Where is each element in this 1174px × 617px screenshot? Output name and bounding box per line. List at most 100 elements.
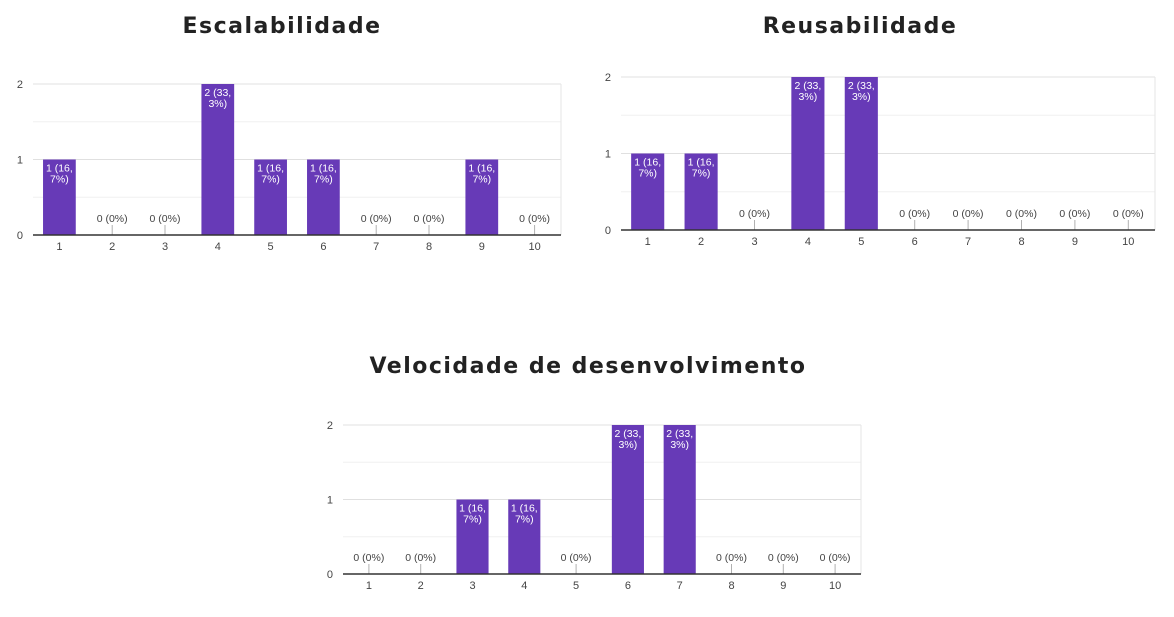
y-tick-label: 2 <box>17 79 23 91</box>
x-tick-label: 2 <box>698 236 704 248</box>
y-tick-label: 1 <box>327 495 333 507</box>
data-label: 0 (0%) <box>1006 208 1037 220</box>
y-tick-label: 0 <box>605 225 611 237</box>
data-label: 0 (0%) <box>953 208 984 220</box>
bar <box>254 159 287 235</box>
x-tick-label: 4 <box>521 580 527 592</box>
x-tick-label: 1 <box>366 580 372 592</box>
x-tick-label: 1 <box>645 236 651 248</box>
data-label: 2 (33, <box>204 87 231 99</box>
bar <box>508 499 541 574</box>
y-tick-label: 2 <box>327 420 333 432</box>
data-label: 0 (0%) <box>353 552 384 564</box>
chart-title: Reusabilidade <box>762 14 958 39</box>
data-label: 3%) <box>670 439 689 451</box>
data-label: 3%) <box>619 439 638 451</box>
data-label: 7%) <box>50 174 69 186</box>
data-label: 0 (0%) <box>820 552 851 564</box>
data-label: 1 (16, <box>310 163 337 175</box>
data-label: 1 (16, <box>634 157 661 169</box>
x-tick-label: 7 <box>677 580 683 592</box>
x-tick-label: 4 <box>215 241 221 253</box>
x-tick-label: 10 <box>829 580 841 592</box>
x-tick-label: 5 <box>858 236 864 248</box>
data-label: 7%) <box>515 514 534 526</box>
data-label: 0 (0%) <box>1113 208 1144 220</box>
x-tick-label: 6 <box>912 236 918 248</box>
data-label: 7%) <box>692 168 711 180</box>
data-label: 7%) <box>314 174 333 186</box>
x-tick-label: 3 <box>751 236 757 248</box>
data-label: 2 (33, <box>666 428 693 440</box>
y-tick-label: 0 <box>327 569 333 581</box>
x-tick-label: 8 <box>728 580 734 592</box>
data-label: 0 (0%) <box>405 552 436 564</box>
bar <box>684 153 718 230</box>
bar <box>307 159 340 235</box>
data-label: 7%) <box>463 514 482 526</box>
data-label: 1 (16, <box>511 503 538 515</box>
bar <box>631 153 665 230</box>
bar <box>663 425 696 574</box>
x-tick-label: 1 <box>56 241 62 253</box>
x-tick-label: 5 <box>573 580 579 592</box>
data-label: 0 (0%) <box>739 208 770 220</box>
x-tick-label: 6 <box>320 241 326 253</box>
data-label: 7%) <box>638 168 657 180</box>
data-label: 3%) <box>799 91 818 103</box>
data-label: 0 (0%) <box>899 208 930 220</box>
bar <box>43 159 76 235</box>
data-label: 1 (16, <box>257 163 284 175</box>
data-label: 0 (0%) <box>97 213 128 225</box>
x-tick-label: 9 <box>479 241 485 253</box>
data-label: 2 (33, <box>848 80 875 92</box>
x-tick-label: 2 <box>109 241 115 253</box>
y-tick-label: 2 <box>605 72 611 84</box>
bar <box>611 425 644 574</box>
x-tick-label: 9 <box>780 580 786 592</box>
x-tick-label: 10 <box>1122 236 1134 248</box>
data-label: 0 (0%) <box>716 552 747 564</box>
x-tick-label: 6 <box>625 580 631 592</box>
bar <box>465 159 499 235</box>
data-label: 3%) <box>208 98 227 110</box>
bar <box>844 77 878 230</box>
data-label: 7%) <box>472 174 491 186</box>
chart-title: Escalabilidade <box>182 14 382 39</box>
x-tick-label: 3 <box>469 580 475 592</box>
y-tick-label: 1 <box>17 155 23 167</box>
data-label: 0 (0%) <box>561 552 592 564</box>
data-label: 0 (0%) <box>361 213 392 225</box>
data-label: 1 (16, <box>468 163 495 175</box>
data-label: 0 (0%) <box>150 213 181 225</box>
data-label: 0 (0%) <box>768 552 799 564</box>
data-label: 1 (16, <box>688 157 715 169</box>
data-label: 0 (0%) <box>519 213 550 225</box>
data-label: 7%) <box>261 174 280 186</box>
data-label: 0 (0%) <box>1059 208 1090 220</box>
bar <box>791 77 825 230</box>
data-label: 3%) <box>852 91 871 103</box>
x-tick-label: 9 <box>1072 236 1078 248</box>
data-label: 0 (0%) <box>414 213 445 225</box>
x-tick-label: 7 <box>373 241 379 253</box>
data-label: 2 (33, <box>614 428 641 440</box>
x-tick-label: 4 <box>805 236 811 248</box>
data-label: 1 (16, <box>46 163 73 175</box>
chart-title: Velocidade de desenvolvimento <box>369 354 807 379</box>
bar <box>201 84 235 235</box>
x-tick-label: 5 <box>268 241 274 253</box>
y-tick-label: 0 <box>17 230 23 242</box>
data-label: 2 (33, <box>794 80 821 92</box>
y-tick-label: 1 <box>605 149 611 161</box>
x-tick-label: 7 <box>965 236 971 248</box>
data-label: 1 (16, <box>459 503 486 515</box>
x-tick-label: 10 <box>528 241 540 253</box>
x-tick-label: 3 <box>162 241 168 253</box>
x-tick-label: 8 <box>426 241 432 253</box>
x-tick-label: 8 <box>1018 236 1024 248</box>
bar <box>456 499 489 574</box>
